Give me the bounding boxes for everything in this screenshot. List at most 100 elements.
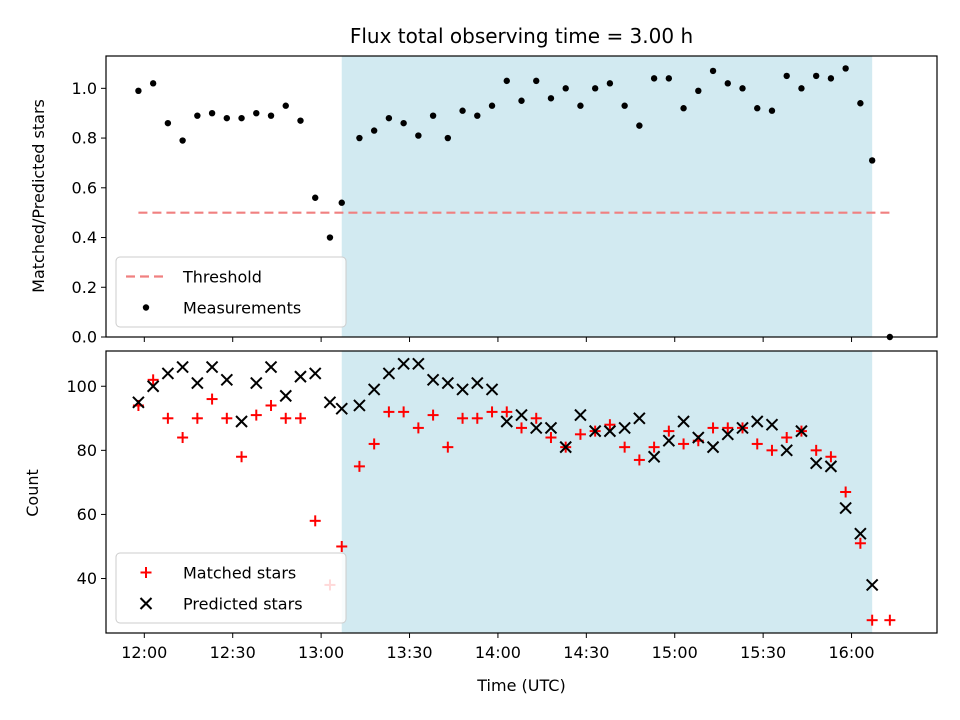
top-series-1 xyxy=(135,65,894,341)
x-axis-label: Time (UTC) xyxy=(476,676,565,695)
top-y-axis-label: Matched/Predicted stars xyxy=(29,99,48,293)
top-y-tick-label: 0.8 xyxy=(72,129,97,148)
predicted-star-point xyxy=(559,440,572,454)
matched-star-point xyxy=(781,432,793,444)
predicted-star-point xyxy=(500,415,513,428)
predicted-star-point xyxy=(382,367,396,380)
predicted-star-point xyxy=(426,373,440,387)
top-observing-span xyxy=(341,56,873,337)
predicted-star-point xyxy=(309,367,322,380)
matched-star-point xyxy=(368,438,380,450)
top-y-tick-label: 1.0 xyxy=(72,79,97,98)
matched-star-point xyxy=(265,399,277,411)
measurement-point xyxy=(636,122,643,129)
x-tick-label: 12:30 xyxy=(210,643,256,662)
bottom-legend-box xyxy=(115,552,347,624)
measurement-point xyxy=(739,85,746,92)
top-y-tick-label: 0.2 xyxy=(72,278,97,297)
bottom-series-1 xyxy=(132,374,896,626)
matched-star-point xyxy=(177,432,189,444)
predicted-star-point xyxy=(692,431,705,444)
predicted-star-point xyxy=(574,408,587,422)
matched-star-point xyxy=(840,486,852,498)
measurement-point xyxy=(606,80,614,87)
measurement-point xyxy=(267,112,275,119)
measurement-point xyxy=(680,105,687,112)
measurement-point xyxy=(135,87,142,95)
predicted-star-point xyxy=(146,380,160,393)
predicted-star-point xyxy=(176,360,189,374)
x-tick-label: 16:00 xyxy=(828,643,874,662)
measurement-point xyxy=(444,134,452,142)
predicted-star-point xyxy=(618,421,631,435)
matched-star-point xyxy=(516,422,527,434)
top-legend-box xyxy=(115,256,347,328)
predicted-star-point xyxy=(706,440,720,454)
measurement-point xyxy=(429,112,437,119)
predicted-star-point xyxy=(456,383,469,396)
measurement-point xyxy=(562,85,569,92)
matched-star-point xyxy=(501,406,513,418)
measurement-point xyxy=(812,72,820,80)
measurement-point xyxy=(518,97,525,104)
measurement-point xyxy=(194,112,201,119)
matched-star-point xyxy=(530,412,542,424)
measurement-point xyxy=(297,117,304,124)
predicted-star-point xyxy=(603,424,617,438)
bottom-y-tick-label: 60 xyxy=(77,505,97,524)
matched-star-point xyxy=(221,412,233,424)
bottom-observing-span xyxy=(341,351,873,633)
x-tick-label: 12:00 xyxy=(121,643,167,662)
measurement-point xyxy=(370,127,378,134)
measurement-point xyxy=(474,112,481,119)
x-tick-label: 15:30 xyxy=(740,643,786,662)
measurement-point xyxy=(503,77,510,85)
measurement-point xyxy=(695,87,702,95)
predicted-star-point xyxy=(294,370,307,383)
predicted-star-point xyxy=(780,444,793,457)
legend-x-swatch xyxy=(139,597,153,610)
matched-star-point xyxy=(766,444,778,456)
predicted-star-point xyxy=(751,415,764,428)
measurement-point xyxy=(385,114,393,122)
predicted-star-point xyxy=(765,418,779,431)
measurement-point xyxy=(488,102,496,109)
measurement-point xyxy=(709,67,717,75)
matched-star-point xyxy=(457,412,469,424)
predicted-star-point xyxy=(485,383,499,396)
x-tick-label: 15:00 xyxy=(652,643,698,662)
predicted-star-point xyxy=(809,456,823,470)
predicted-star-point xyxy=(235,415,248,428)
x-tick-label: 14:00 xyxy=(475,643,521,662)
predicted-star-point xyxy=(865,578,879,592)
predicted-star-point xyxy=(544,421,558,435)
measurement-point xyxy=(338,199,345,206)
measurement-point xyxy=(400,119,407,127)
measurement-point xyxy=(842,65,849,72)
matched-star-point xyxy=(471,412,483,424)
predicted-star-point xyxy=(205,360,219,374)
measurement-point xyxy=(621,102,628,109)
bottom-y-tick-label: 80 xyxy=(77,441,97,460)
bottom-axes-frame xyxy=(105,350,938,634)
matched-star-point xyxy=(412,422,424,434)
matched-star-point xyxy=(442,441,454,453)
measurement-point xyxy=(282,102,289,109)
chart-title: Flux total observing time = 3.00 h xyxy=(350,24,693,48)
matched-star-point xyxy=(545,432,557,444)
matched-star-point xyxy=(191,412,203,424)
matched-star-point xyxy=(678,438,690,450)
predicted-star-point xyxy=(412,357,425,371)
measurement-point xyxy=(459,107,466,114)
predicted-star-point xyxy=(279,389,292,403)
matched-star-point xyxy=(336,540,348,552)
measurement-point xyxy=(223,114,231,122)
measurement-point xyxy=(326,234,334,241)
measurement-point xyxy=(179,137,186,144)
legend-dot-swatch xyxy=(142,304,150,311)
measurement-point xyxy=(312,194,319,201)
predicted-star-point xyxy=(367,383,381,396)
measurement-point xyxy=(547,95,555,102)
matched-star-point xyxy=(427,409,439,421)
matched-star-point xyxy=(250,409,262,421)
